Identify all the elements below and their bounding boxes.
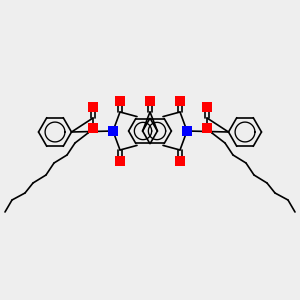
Bar — [145, 96, 155, 106]
Bar — [182, 126, 192, 136]
Bar — [88, 123, 98, 134]
Bar — [88, 102, 98, 112]
Bar — [108, 126, 118, 136]
Bar — [202, 102, 212, 112]
Bar — [175, 96, 185, 106]
Bar — [175, 156, 185, 167]
Bar — [115, 156, 125, 167]
Bar — [115, 96, 125, 106]
Bar — [202, 123, 212, 134]
